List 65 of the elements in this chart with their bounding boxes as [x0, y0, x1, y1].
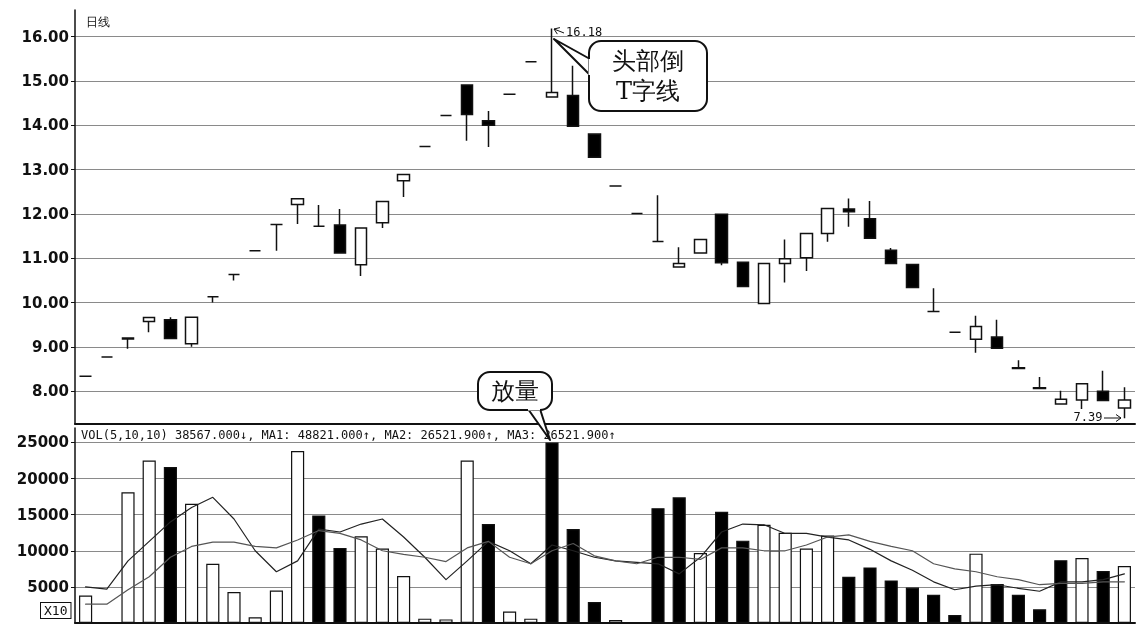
y-tick-label: 16.00 — [21, 27, 69, 46]
candlestick — [121, 337, 135, 350]
candlestick — [1117, 386, 1132, 419]
y-tick-label: 25000 — [16, 433, 69, 452]
candlestick — [142, 316, 156, 333]
candlestick — [630, 212, 644, 215]
candlestick — [312, 204, 326, 228]
y-tick-label: 10.00 — [21, 293, 69, 312]
candlestick — [566, 65, 580, 127]
y-axis-title: X10 — [44, 603, 68, 618]
candlestick — [1075, 382, 1089, 410]
candlestick — [820, 207, 835, 243]
candlestick — [1032, 376, 1047, 390]
annotation: 头部倒T字线 — [611, 45, 685, 106]
y-tick-label: 9.00 — [31, 337, 69, 356]
candlestick — [481, 110, 496, 148]
candlestick — [926, 287, 941, 313]
annotation: 16.18 — [566, 24, 603, 41]
candlestick — [672, 246, 686, 268]
candlestick — [863, 200, 877, 240]
candlestick — [163, 316, 178, 340]
candlestick — [693, 238, 708, 254]
candlestick — [375, 200, 390, 229]
candlestick — [757, 262, 771, 305]
y-tick-label: 12.00 — [21, 204, 69, 223]
annotation: 7.39 — [1073, 410, 1103, 427]
candlestick — [651, 194, 665, 243]
candlestick — [736, 261, 750, 288]
candlestick — [714, 213, 729, 267]
chart-title: 日线 — [86, 15, 110, 29]
candlestick — [418, 145, 432, 148]
candlestick — [884, 247, 898, 265]
y-tick-label: 5000 — [27, 577, 69, 596]
y-tick-label: 10000 — [16, 541, 69, 560]
y-tick-label: 15000 — [16, 505, 69, 524]
candlestick — [227, 273, 241, 282]
y-tick-label: 13.00 — [21, 160, 69, 179]
candlestick — [290, 198, 305, 225]
annotation: 放量 — [490, 376, 540, 407]
y-tick-label: 14.00 — [21, 116, 69, 135]
candlestick — [269, 223, 284, 252]
candlestick — [799, 232, 814, 272]
candlestick — [990, 319, 1004, 349]
candlestick — [333, 208, 347, 254]
candlestick — [587, 133, 602, 158]
candlestick — [354, 227, 368, 277]
candlestick — [1011, 359, 1026, 370]
candlestick — [396, 173, 411, 198]
candlestick — [969, 315, 983, 354]
candlestick — [439, 114, 453, 117]
candlestick — [1096, 370, 1110, 402]
candlestick — [248, 249, 262, 252]
y-tick-label: 15.00 — [21, 71, 69, 90]
candlestick — [460, 84, 474, 142]
candlestick — [778, 238, 792, 284]
candlestick — [206, 296, 220, 304]
candlestick — [184, 316, 199, 348]
y-tick-label: 11.00 — [21, 249, 69, 268]
candlestick — [1054, 390, 1068, 406]
y-tick-label: 8.00 — [31, 382, 69, 401]
line-series — [85, 529, 1125, 605]
candlestick — [842, 197, 856, 228]
y-tick-label: 20000 — [16, 469, 69, 488]
candlestick — [905, 263, 920, 289]
line-series — [85, 496, 1125, 592]
